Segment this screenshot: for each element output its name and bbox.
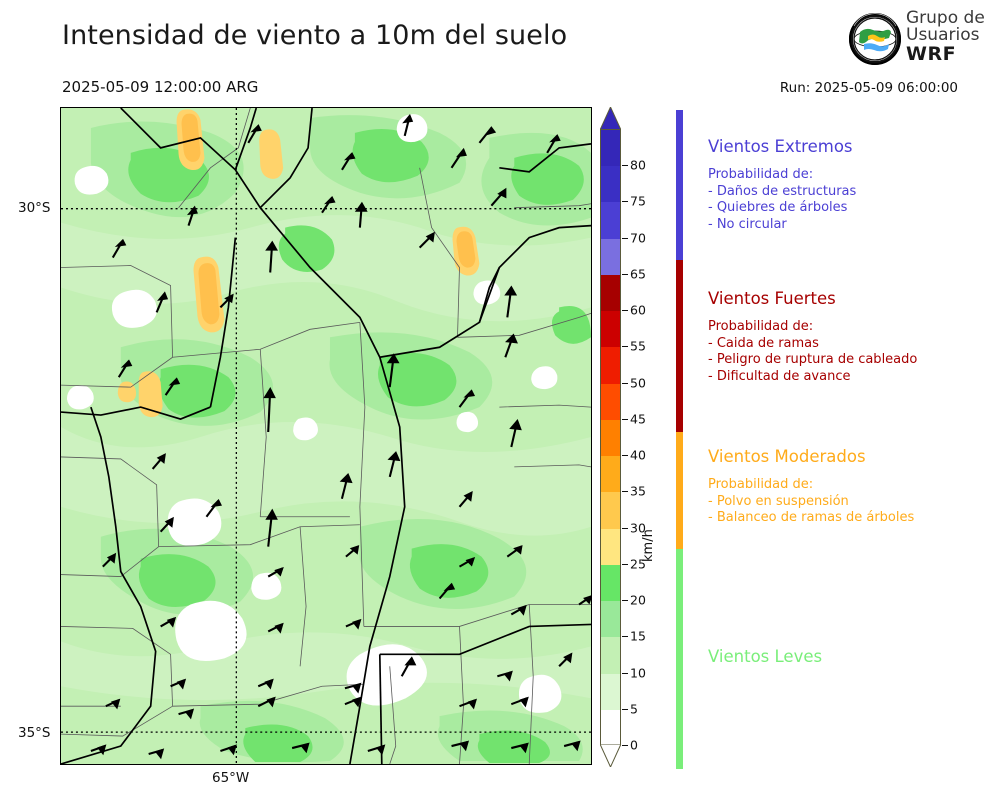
colorbar-tick-label: 0 — [630, 737, 638, 753]
colorbar-tick-label: 70 — [630, 230, 646, 246]
colorbar-segment — [601, 383, 620, 420]
colorbar-segment — [601, 492, 620, 529]
colorbar-segment — [601, 202, 620, 239]
colorbar-tick — [622, 310, 628, 312]
colorbar-unit-label: km/h — [641, 529, 656, 562]
colorbar-tick — [622, 455, 628, 457]
colorbar-gradient — [600, 129, 621, 746]
colorbar-segment — [601, 166, 620, 203]
valid-time-label: 2025-05-09 12:00:00 ARG — [62, 78, 259, 96]
map-raster — [61, 108, 591, 764]
colorbar-tick — [622, 708, 628, 710]
legend-category-3: Vientos Moderados Probabilidad de: - Polvo… — [708, 447, 996, 527]
colorbar-segment — [601, 709, 620, 746]
colorbar-under-arrow — [600, 744, 621, 767]
legend-color-bar-3 — [676, 432, 683, 549]
colorbar-segment — [601, 456, 620, 493]
wind-category-legend: Vientos Extremos Probabilidad de: - Daños … — [676, 107, 996, 769]
colorbar: 0 5 10 15 20 25 30 35 40 45 50 55 60 65 70 75 80 km/h — [597, 107, 657, 767]
latitude-label-35s: 35°S — [18, 725, 51, 741]
wrf-user-group-logo: Grupo de Usuarios WRF — [848, 8, 996, 72]
legend-category-line: - Caida de ramas — [708, 335, 819, 351]
colorbar-segment — [601, 601, 620, 638]
colorbar-tick — [622, 745, 628, 746]
colorbar-tick-label: 35 — [630, 483, 646, 499]
colorbar-tick-label: 50 — [630, 375, 646, 391]
colorbar-tick — [622, 491, 628, 493]
colorbar-tick — [622, 527, 628, 529]
legend-category-2: Vientos Fuertes Probabilidad de: - Caida d… — [708, 289, 996, 385]
colorbar-segment — [601, 637, 620, 674]
colorbar-segment — [601, 238, 620, 275]
run-time-label: Run: 2025-05-09 06:00:00 — [779, 80, 958, 96]
colorbar-tick-label: 75 — [630, 193, 646, 209]
logo-line-2: Usuarios — [906, 25, 980, 46]
colorbar-tick-label: 20 — [630, 592, 646, 608]
colorbar-tick-label: 65 — [630, 266, 646, 282]
colorbar-segment — [601, 130, 620, 167]
colorbar-segment — [601, 274, 620, 312]
colorbar-tick-label: 25 — [630, 556, 646, 572]
colorbar-tick — [622, 165, 628, 167]
colorbar-tick-label: 60 — [630, 302, 646, 318]
wind-speed-map[interactable] — [60, 107, 592, 765]
colorbar-tick — [622, 346, 628, 348]
colorbar-tick-label: 55 — [630, 338, 646, 354]
page-title: Intensidad de viento a 10m del suelo — [62, 20, 568, 51]
colorbar-tick-label: 15 — [630, 628, 646, 644]
colorbar-tick-label: 40 — [630, 447, 646, 463]
legend-category-title: Vientos Extremos — [708, 137, 853, 156]
legend-category-line: Probabilidad de: — [708, 167, 814, 182]
colorbar-tick — [622, 672, 628, 674]
colorbar-over-arrow — [600, 107, 621, 130]
legend-category-1: Vientos Extremos Probabilidad de: - Daños … — [708, 137, 996, 233]
colorbar-tick-label: 45 — [630, 411, 646, 427]
longitude-label-65w: 65°W — [212, 770, 250, 786]
legend-category-line: Probabilidad de: — [708, 319, 814, 334]
latitude-label-30s: 30°S — [18, 200, 51, 216]
legend-color-bar-2 — [676, 260, 683, 432]
legend-category-line: - Peligro de ruptura de cableado — [708, 352, 918, 367]
colorbar-tick — [622, 636, 628, 638]
colorbar-segment — [601, 311, 620, 348]
colorbar-segment — [601, 419, 620, 457]
legend-category-title: Vientos Fuertes — [708, 289, 836, 308]
globe-emblem-icon — [849, 13, 901, 65]
colorbar-tick — [622, 382, 628, 384]
colorbar-segment — [601, 673, 620, 710]
legend-category-line: - Daños de estructuras — [708, 183, 857, 199]
legend-color-bar-1 — [676, 110, 683, 260]
colorbar-segment — [601, 347, 620, 384]
legend-category-line: Probabilidad de: — [708, 477, 814, 492]
colorbar-segment — [601, 528, 620, 565]
legend-category-line: - Polvo en suspensión — [708, 493, 849, 509]
legend-category-line: - Balanceo de ramas de árboles — [708, 510, 915, 525]
legend-category-4: Vientos Leves — [708, 647, 996, 677]
colorbar-tick-label: 80 — [630, 157, 646, 173]
legend-color-bar-4 — [676, 549, 683, 769]
colorbar-tick — [622, 563, 628, 565]
colorbar-tick-label: 10 — [630, 665, 646, 681]
logo-line-1: Grupo de — [906, 8, 985, 28]
colorbar-tick — [622, 273, 628, 275]
legend-category-line: - Dificultad de avance — [708, 368, 851, 384]
colorbar-tick — [622, 201, 628, 203]
legend-category-line: - Quiebres de árboles — [708, 200, 848, 215]
logo-line-3: WRF — [906, 42, 957, 65]
colorbar-tick — [622, 600, 628, 602]
legend-category-title: Vientos Leves — [708, 647, 823, 666]
colorbar-segment — [601, 564, 620, 602]
legend-category-line: - No circular — [708, 216, 787, 232]
colorbar-tick-label: 30 — [630, 520, 646, 536]
colorbar-tick-label: 5 — [630, 701, 638, 717]
legend-category-title: Vientos Moderados — [708, 447, 866, 466]
colorbar-tick — [622, 237, 628, 239]
colorbar-tick — [622, 418, 628, 420]
